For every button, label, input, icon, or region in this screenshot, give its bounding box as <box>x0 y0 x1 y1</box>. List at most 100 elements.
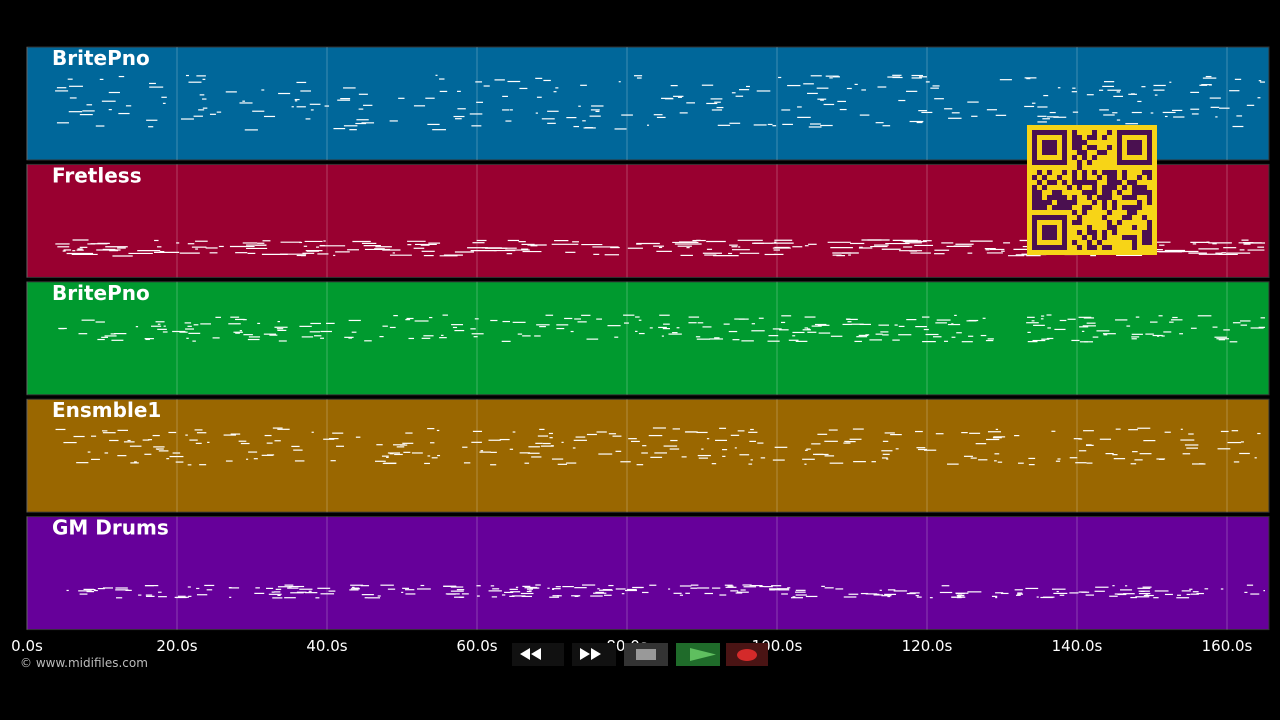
qr-module <box>1132 245 1137 250</box>
qr-module <box>1077 215 1082 220</box>
qr-module <box>1112 180 1117 185</box>
notes <box>58 314 1265 343</box>
qr-module <box>1062 195 1067 200</box>
qr-module <box>1122 195 1127 200</box>
qr-module <box>1102 215 1107 220</box>
qr-module <box>1112 225 1117 230</box>
tick-label: 0.0s <box>11 637 43 655</box>
record-icon <box>737 649 757 661</box>
qr-module <box>1127 210 1132 215</box>
qr-module <box>1102 200 1107 205</box>
qr-module <box>1122 175 1127 180</box>
qr-module <box>1127 180 1132 185</box>
qr-module <box>1127 235 1132 240</box>
qr-module <box>1047 170 1052 175</box>
qr-module <box>1082 175 1087 180</box>
qr-module <box>1057 175 1062 180</box>
qr-module <box>1087 145 1092 150</box>
qr-module <box>1082 190 1087 195</box>
qr-module <box>1072 130 1077 135</box>
qr-module <box>1057 200 1062 205</box>
qr-module <box>1112 200 1117 205</box>
qr-module <box>1092 185 1097 190</box>
qr-module <box>1127 205 1132 210</box>
copyright: © www.midifiles.com <box>20 656 148 670</box>
qr-module <box>1082 150 1087 155</box>
stop-icon <box>636 649 656 660</box>
qr-module <box>1052 195 1057 200</box>
qr-module <box>1077 160 1082 165</box>
qr-module <box>1072 220 1077 225</box>
qr-module <box>1147 200 1152 205</box>
qr-module <box>1102 190 1107 195</box>
qr-module <box>1102 170 1107 175</box>
qr-module <box>1077 230 1082 235</box>
qr-module <box>1147 240 1152 245</box>
time-axis: 0.0s20.0s40.0s60.0s80.0s100.0s120.0s140.… <box>11 637 1252 655</box>
qr-module <box>1082 140 1087 145</box>
qr-module <box>1072 240 1077 245</box>
qr-module <box>1032 200 1037 205</box>
qr-module <box>1092 235 1097 240</box>
tick-label: 120.0s <box>902 637 953 655</box>
track-name: Ensmble1 <box>52 398 161 422</box>
qr-module <box>1132 225 1137 230</box>
tick-label: 40.0s <box>306 637 347 655</box>
qr-module <box>1087 225 1092 230</box>
qr-code <box>1027 125 1157 255</box>
qr-module <box>1032 195 1037 200</box>
track-lane <box>26 516 1270 631</box>
qr-module <box>1117 190 1122 195</box>
track-name: GM Drums <box>52 516 169 540</box>
qr-module <box>1107 175 1112 180</box>
qr-finder <box>1127 140 1142 155</box>
qr-module <box>1112 170 1117 175</box>
qr-module <box>1072 145 1077 150</box>
qr-module <box>1072 195 1077 200</box>
qr-module <box>1142 215 1147 220</box>
qr-module <box>1137 200 1142 205</box>
qr-module <box>1132 240 1137 245</box>
track-lane <box>26 398 1270 513</box>
qr-module <box>1052 180 1057 185</box>
qr-module <box>1037 180 1042 185</box>
qr-module <box>1087 230 1092 235</box>
qr-module <box>1072 175 1077 180</box>
qr-module <box>1142 230 1147 235</box>
qr-module <box>1042 175 1047 180</box>
qr-module <box>1107 190 1112 195</box>
qr-module <box>1142 185 1147 190</box>
qr-module <box>1077 150 1082 155</box>
qr-module <box>1112 205 1117 210</box>
qr-module <box>1132 180 1137 185</box>
qr-module <box>1122 185 1127 190</box>
qr-module <box>1062 205 1067 210</box>
tick-label: 140.0s <box>1052 637 1103 655</box>
qr-module <box>1092 190 1097 195</box>
qr-module <box>1097 240 1102 245</box>
tracks: BritePno Fretless BritePno Ensmble1 GM Drums <box>26 46 1270 631</box>
qr-module <box>1072 155 1077 160</box>
qr-module <box>1147 175 1152 180</box>
qr-module <box>1057 190 1062 195</box>
qr-module <box>1102 135 1107 140</box>
qr-module <box>1057 205 1062 210</box>
qr-module <box>1147 235 1152 240</box>
qr-module <box>1087 195 1092 200</box>
qr-module <box>1082 155 1087 160</box>
qr-module <box>1097 150 1102 155</box>
forward-icon <box>580 648 601 660</box>
qr-module <box>1042 205 1047 210</box>
qr-module <box>1142 240 1147 245</box>
qr-module <box>1087 245 1092 250</box>
qr-module <box>1132 205 1137 210</box>
qr-module <box>1147 220 1152 225</box>
qr-module <box>1092 180 1097 185</box>
qr-module <box>1092 135 1097 140</box>
qr-module <box>1077 145 1082 150</box>
qr-module <box>1082 180 1087 185</box>
qr-module <box>1037 190 1042 195</box>
qr-module <box>1117 180 1122 185</box>
qr-module <box>1092 130 1097 135</box>
qr-module <box>1102 195 1107 200</box>
